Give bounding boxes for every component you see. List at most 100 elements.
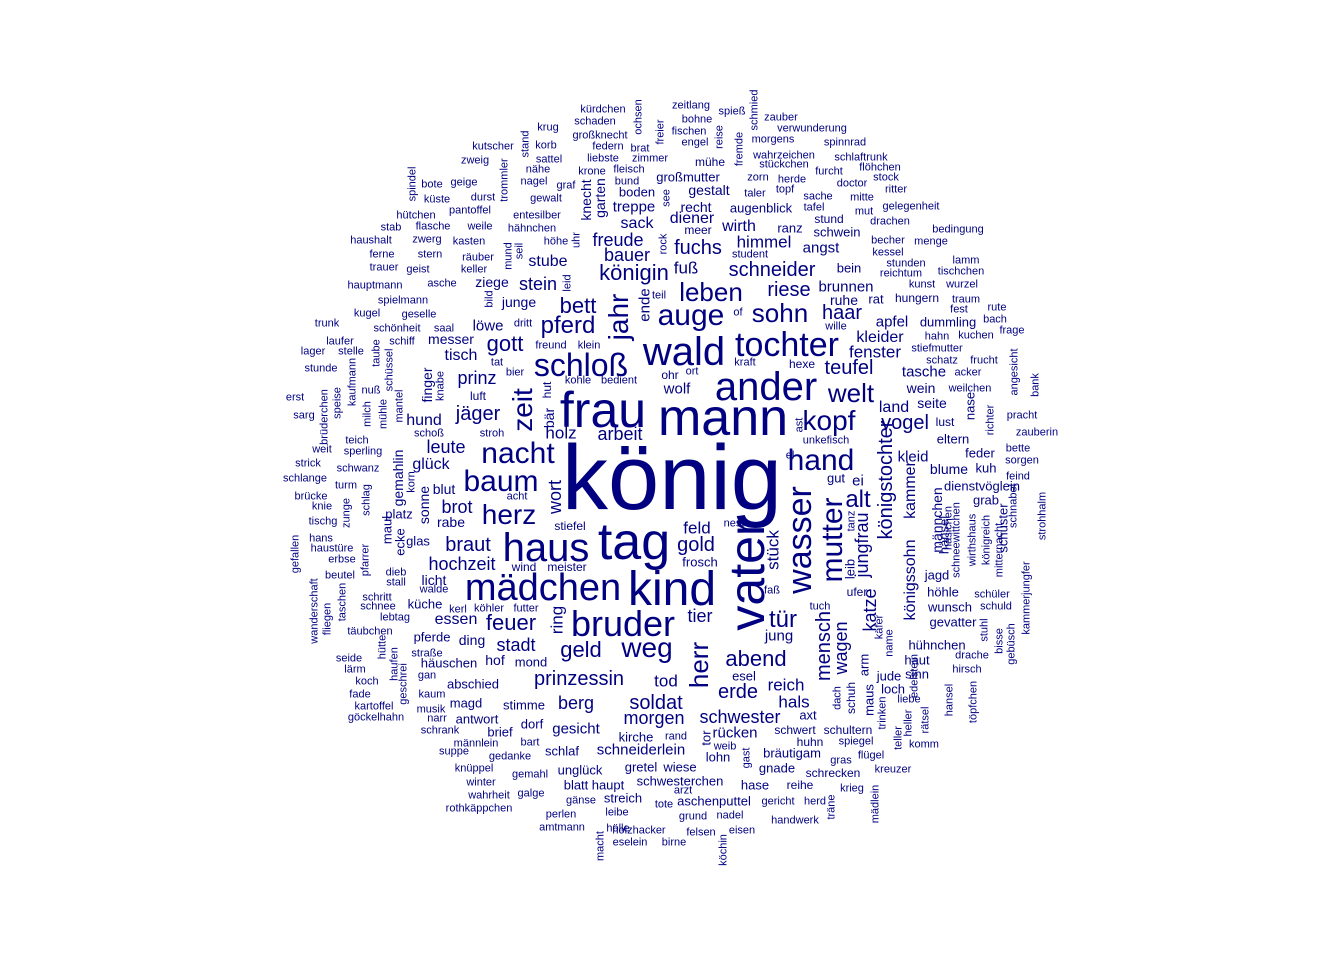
word-dorf: dorf: [520, 716, 544, 732]
word-schlag: schlag: [360, 484, 373, 516]
word-unglück: unglück: [557, 762, 603, 778]
word-sonne: sonne: [416, 485, 432, 525]
word-stunde: stunde: [304, 362, 338, 375]
word-recht: recht: [680, 199, 712, 215]
word-eselein: eselein: [612, 836, 648, 849]
word-tischchen: tischchen: [937, 265, 985, 278]
word-maul: maul: [379, 515, 395, 545]
word-hals: hals: [778, 692, 810, 712]
word-felsen: felsen: [686, 826, 716, 839]
word-schoß: schoß: [414, 427, 444, 440]
word-laufer: laufer: [326, 335, 354, 348]
word-arbeit: arbeit: [597, 424, 643, 444]
word-hauptmann: hauptmann: [347, 279, 403, 292]
word-stern: stern: [417, 248, 443, 261]
word-lager: lager: [300, 345, 326, 358]
word-schatz: schatz: [926, 354, 958, 367]
word-hütchen: hütchen: [396, 209, 436, 222]
word-nacht: nacht: [481, 437, 555, 470]
word-reich: reich: [767, 675, 805, 695]
word-köchin: köchin: [717, 834, 730, 866]
word-herd: herd: [803, 795, 827, 808]
word-kunst: kunst: [908, 278, 936, 291]
word-strohhalm: strohhalm: [1036, 491, 1049, 541]
word-kohle: kohle: [564, 374, 592, 387]
word-brief: brief: [487, 724, 513, 740]
word-krug: krug: [537, 121, 559, 134]
word-fremde: fremde: [733, 131, 746, 167]
word-narr: narr: [427, 712, 447, 725]
word-richter: richter: [984, 404, 997, 436]
word-täubchen: täubchen: [347, 625, 393, 638]
word-dieb: dieb: [385, 566, 407, 579]
word-platz: platz: [385, 506, 413, 522]
word-ochsen: ochsen: [632, 99, 645, 135]
word-traum: traum: [951, 293, 981, 306]
word-trinken: trinken: [876, 696, 889, 730]
word-nest: nest: [723, 517, 745, 530]
word-hochzeit: hochzeit: [428, 554, 496, 574]
word-pracht: pracht: [1006, 409, 1038, 422]
word-komm: komm: [909, 738, 939, 751]
word-schrank: schrank: [420, 724, 460, 737]
word-königreich: königreich: [980, 514, 993, 566]
word-teufel: teufel: [824, 357, 874, 379]
word-schiff: schiff: [389, 335, 415, 348]
word-kirche: kirche: [618, 729, 654, 745]
word-kuchen: kuchen: [958, 329, 994, 342]
word-futter: futter: [513, 602, 539, 615]
word-hund: hund: [406, 412, 442, 429]
word-kleid: kleid: [897, 448, 929, 466]
word-hahn: hahn: [924, 330, 950, 343]
word-stadt: stadt: [496, 635, 536, 655]
word-perlen: perlen: [545, 808, 577, 821]
word-hans: hans: [309, 532, 333, 545]
word-alt: alt: [845, 486, 871, 513]
word-gott: gott: [486, 331, 524, 356]
word-menge: menge: [914, 235, 948, 248]
word-zweig: zweig: [460, 154, 490, 167]
word-engel: engel: [681, 136, 709, 149]
word-lebtag: lebtag: [380, 611, 410, 624]
word-grab: grab: [972, 492, 1000, 508]
word-stroh: stroh: [479, 427, 505, 440]
word-angesicht: angesicht: [1008, 348, 1021, 396]
word-großknecht: großknecht: [572, 129, 628, 142]
word-essen: essen: [434, 611, 478, 628]
word-herz: herz: [481, 499, 537, 530]
word-mädchen: mädchen: [464, 567, 622, 609]
word-klein: klein: [577, 339, 601, 352]
word-stiefel: stiefel: [554, 519, 586, 533]
word-küste: küste: [423, 193, 451, 206]
word-schnabel: schnabel: [1007, 483, 1020, 529]
word-handwerk: handwerk: [771, 814, 819, 827]
word-kammerjungfer: kammerjungfer: [1020, 561, 1033, 635]
word-hand: hand: [787, 444, 855, 477]
word-bier: bier: [505, 366, 525, 379]
word-herr: herr: [684, 641, 714, 689]
word-apfel: apfel: [875, 313, 909, 331]
word-ei: ei: [852, 472, 864, 490]
word-weilchen: weilchen: [948, 382, 992, 395]
word-mut: mut: [854, 205, 874, 218]
word-zwerg: zwerg: [412, 233, 442, 246]
word-kreuzer: kreuzer: [874, 763, 912, 776]
word-beutel: beutel: [325, 569, 355, 582]
word-bein: bein: [836, 260, 862, 276]
word-ende: ende: [636, 288, 654, 322]
word-macht: macht: [594, 831, 607, 861]
word-kraft: kraft: [734, 356, 756, 369]
word-schwesterchen: schwesterchen: [636, 773, 724, 789]
word-strick: strick: [295, 457, 321, 470]
word-ast: ast: [793, 417, 806, 433]
word-krieg: krieg: [840, 782, 864, 795]
word-ort: ort: [685, 365, 699, 378]
word-jäger: jäger: [455, 403, 501, 425]
word-kopf: kopf: [802, 405, 856, 436]
word-suppe: suppe: [439, 745, 469, 758]
word-zeitlang: zeitlang: [672, 99, 710, 112]
word-tod: tod: [654, 671, 678, 691]
word-diener: diener: [669, 210, 715, 227]
word-wahrheit: wahrheit: [468, 789, 510, 802]
word-wunsch: wunsch: [927, 599, 973, 615]
